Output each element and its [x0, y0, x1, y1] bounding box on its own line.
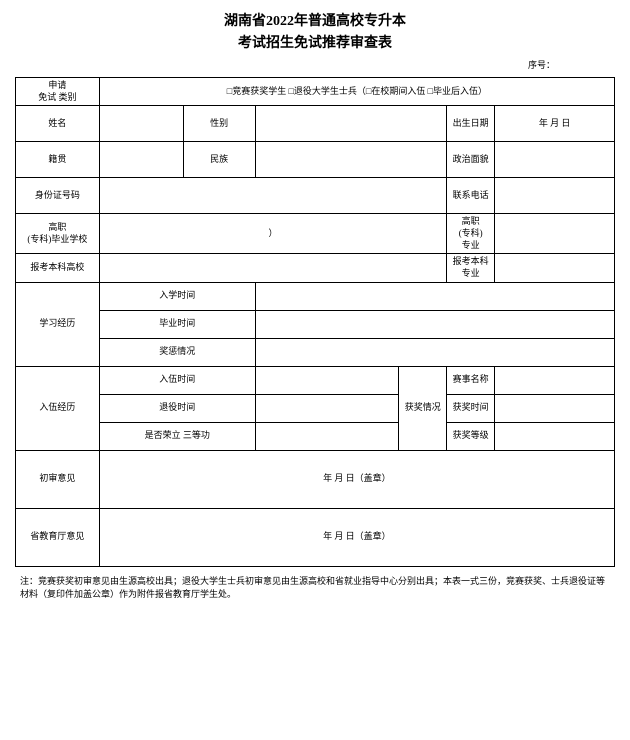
- study-history-label: 学习经历: [16, 282, 100, 366]
- army-history-label: 入伍经历: [16, 366, 100, 450]
- contact-label: 联系电话: [447, 178, 495, 214]
- award-level-value: [495, 422, 615, 450]
- contact-value: [495, 178, 615, 214]
- comp-name-value: [495, 366, 615, 394]
- apply-type-label: 申请 免试 类别: [16, 78, 100, 106]
- apply-major-value: [495, 254, 615, 282]
- zhuanke-major-value: [495, 214, 615, 254]
- grad-time-label: 毕业时间: [99, 310, 255, 338]
- birth-value: 年 月 日: [495, 106, 615, 142]
- school-opinion-label: 初审意见: [16, 450, 100, 508]
- politics-label: 政治面貌: [447, 142, 495, 178]
- apply-school-value: [99, 254, 446, 282]
- idnum-value: [99, 178, 446, 214]
- zhuanke-school-label: 高职 (专科)毕业学校: [16, 214, 100, 254]
- award-status-value: [255, 338, 614, 366]
- zhuanke-school-value: ）: [99, 214, 446, 254]
- origin-value: [99, 142, 183, 178]
- enroll-time-label: 入学时间: [99, 282, 255, 310]
- award-info-label: 获奖情况: [399, 366, 447, 450]
- sequence-label: 序号：: [15, 58, 615, 71]
- apply-school-label: 报考本科高校: [16, 254, 100, 282]
- enroll-time-value: [255, 282, 614, 310]
- grad-time-value: [255, 310, 614, 338]
- gender-value: [255, 106, 447, 142]
- award-level-label: 获奖等级: [447, 422, 495, 450]
- retire-time-label: 退役时间: [99, 394, 255, 422]
- origin-label: 籍贯: [16, 142, 100, 178]
- page-title: 湖南省2022年普通高校专升本: [15, 10, 615, 30]
- form-note: 注：竞赛获奖初审意见由生源高校出具；退役大学生士兵初审意见由生源高校和省就业指导…: [15, 575, 615, 602]
- enlist-time-label: 入伍时间: [99, 366, 255, 394]
- page-subtitle: 考试招生免试推荐审查表: [15, 32, 615, 52]
- zhuanke-major-label: 高职 (专科) 专业: [447, 214, 495, 254]
- apply-type-value: □竞赛获奖学生 □退役大学生士兵（□在校期间入伍 □毕业后入伍）: [99, 78, 614, 106]
- birth-label: 出生日期: [447, 106, 495, 142]
- name-value: [99, 106, 183, 142]
- merit-value: [255, 422, 399, 450]
- apply-major-label: 报考本科专业: [447, 254, 495, 282]
- gender-label: 性别: [183, 106, 255, 142]
- award-status-label: 奖惩情况: [99, 338, 255, 366]
- idnum-label: 身份证号码: [16, 178, 100, 214]
- name-label: 姓名: [16, 106, 100, 142]
- dept-opinion-value: 年 月 日（盖章）: [99, 508, 614, 566]
- merit-label: 是否荣立 三等功: [99, 422, 255, 450]
- form-table: 申请 免试 类别 □竞赛获奖学生 □退役大学生士兵（□在校期间入伍 □毕业后入伍…: [15, 77, 615, 567]
- comp-name-label: 赛事名称: [447, 366, 495, 394]
- retire-time-value: [255, 394, 399, 422]
- enlist-time-value: [255, 366, 399, 394]
- ethnic-label: 民族: [183, 142, 255, 178]
- award-time-value: [495, 394, 615, 422]
- dept-opinion-label: 省教育厅意见: [16, 508, 100, 566]
- award-time-label: 获奖时间: [447, 394, 495, 422]
- politics-value: [495, 142, 615, 178]
- ethnic-value: [255, 142, 447, 178]
- school-opinion-value: 年 月 日（盖章）: [99, 450, 614, 508]
